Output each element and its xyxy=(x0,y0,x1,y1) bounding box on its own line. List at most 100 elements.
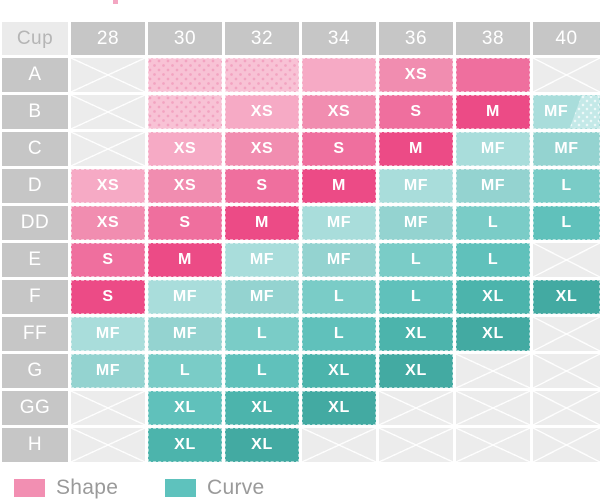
cell-H-40-unavailable xyxy=(533,428,600,462)
cell-H-34-unavailable xyxy=(302,428,376,462)
cell-H-28-unavailable xyxy=(71,428,145,462)
cell-D-30: XS xyxy=(148,169,222,203)
cell-A-34 xyxy=(302,58,376,92)
cropped-heading-fragment xyxy=(113,0,118,4)
diagonal-split-overlay xyxy=(569,96,599,128)
cell-FF-28: MF xyxy=(71,317,145,351)
cup-label-DD: DD xyxy=(2,206,68,240)
cell-B-38: M xyxy=(456,95,530,129)
cup-label-GG: GG xyxy=(2,391,68,425)
cell-F-28: S xyxy=(71,280,145,314)
cup-label-B: B xyxy=(2,95,68,129)
band-header-38: 38 xyxy=(456,22,530,55)
cell-E-34: MF xyxy=(302,243,376,277)
band-header-32: 32 xyxy=(225,22,299,55)
band-header-40: 40 xyxy=(533,22,600,55)
cell-C-32: XS xyxy=(225,132,299,166)
cell-A-38 xyxy=(456,58,530,92)
cell-FF-40-unavailable xyxy=(533,317,600,351)
cell-B-28-unavailable xyxy=(71,95,145,129)
cell-C-34: S xyxy=(302,132,376,166)
cell-C-40: MF xyxy=(533,132,600,166)
cell-DD-30: S xyxy=(148,206,222,240)
band-header-34: 34 xyxy=(302,22,376,55)
cell-F-36: L xyxy=(379,280,453,314)
cell-A-32 xyxy=(225,58,299,92)
curve-color-swatch xyxy=(165,479,196,497)
cell-C-36: M xyxy=(379,132,453,166)
cell-A-30 xyxy=(148,58,222,92)
cell-GG-38-unavailable xyxy=(456,391,530,425)
cell-H-30: XL xyxy=(148,428,222,462)
cell-E-28: S xyxy=(71,243,145,277)
cell-GG-30: XL xyxy=(148,391,222,425)
cell-GG-28-unavailable xyxy=(71,391,145,425)
legend-item-shape: Shape xyxy=(14,476,118,500)
cell-F-30: MF xyxy=(148,280,222,314)
cell-FF-36: XL xyxy=(379,317,453,351)
size-chart-grid: Cup 28 30 32 34 36 38 40 A XS B XS XS S M MF C XS XS S M MF MF… xyxy=(2,22,600,462)
cell-E-32: MF xyxy=(225,243,299,277)
cell-FF-30: MF xyxy=(148,317,222,351)
cell-C-38: MF xyxy=(456,132,530,166)
cell-D-40: L xyxy=(533,169,600,203)
cell-F-34: L xyxy=(302,280,376,314)
cell-E-36: L xyxy=(379,243,453,277)
cell-D-32: S xyxy=(225,169,299,203)
cell-A-28-unavailable xyxy=(71,58,145,92)
cell-F-40: XL xyxy=(533,280,600,314)
cell-DD-28: XS xyxy=(71,206,145,240)
cell-FF-38: XL xyxy=(456,317,530,351)
cell-G-40-unavailable xyxy=(533,354,600,388)
legend-label-curve: Curve xyxy=(207,476,265,499)
cell-G-32: L xyxy=(225,354,299,388)
cup-label-FF: FF xyxy=(2,317,68,351)
cell-GG-40-unavailable xyxy=(533,391,600,425)
cell-E-30: M xyxy=(148,243,222,277)
cup-label-H: H xyxy=(2,428,68,462)
cell-DD-38: L xyxy=(456,206,530,240)
band-header-30: 30 xyxy=(148,22,222,55)
cell-E-38: L xyxy=(456,243,530,277)
cell-C-30: XS xyxy=(148,132,222,166)
cell-G-38-unavailable xyxy=(456,354,530,388)
cup-label-F: F xyxy=(2,280,68,314)
cell-H-32: XL xyxy=(225,428,299,462)
cup-label-C: C xyxy=(2,132,68,166)
cell-D-38: MF xyxy=(456,169,530,203)
legend-label-shape: Shape xyxy=(56,476,119,499)
cell-GG-32: XL xyxy=(225,391,299,425)
cell-G-34: XL xyxy=(302,354,376,388)
shape-color-swatch xyxy=(14,479,45,497)
cell-A-40-unavailable xyxy=(533,58,600,92)
cell-B-40: MF xyxy=(533,95,600,129)
cell-G-30: L xyxy=(148,354,222,388)
cell-G-28: MF xyxy=(71,354,145,388)
cell-DD-34: MF xyxy=(302,206,376,240)
cell-DD-36: MF xyxy=(379,206,453,240)
cell-G-36: XL xyxy=(379,354,453,388)
band-header-36: 36 xyxy=(379,22,453,55)
cell-H-38-unavailable xyxy=(456,428,530,462)
cell-C-28-unavailable xyxy=(71,132,145,166)
cell-FF-34: L xyxy=(302,317,376,351)
cell-D-34: M xyxy=(302,169,376,203)
cell-B-30 xyxy=(148,95,222,129)
cell-D-28: XS xyxy=(71,169,145,203)
cup-label-G: G xyxy=(2,354,68,388)
cup-label-E: E xyxy=(2,243,68,277)
cell-B-32: XS xyxy=(225,95,299,129)
cell-GG-36-unavailable xyxy=(379,391,453,425)
cell-B-36: S xyxy=(379,95,453,129)
cell-H-36-unavailable xyxy=(379,428,453,462)
corner-header-cup: Cup xyxy=(2,22,68,55)
cell-GG-34: XL xyxy=(302,391,376,425)
cell-DD-40: L xyxy=(533,206,600,240)
cell-DD-32: M xyxy=(225,206,299,240)
band-header-28: 28 xyxy=(71,22,145,55)
cell-FF-32: L xyxy=(225,317,299,351)
cell-E-40-unavailable xyxy=(533,243,600,277)
cell-B-34: XS xyxy=(302,95,376,129)
legend-item-curve: Curve xyxy=(165,476,265,500)
